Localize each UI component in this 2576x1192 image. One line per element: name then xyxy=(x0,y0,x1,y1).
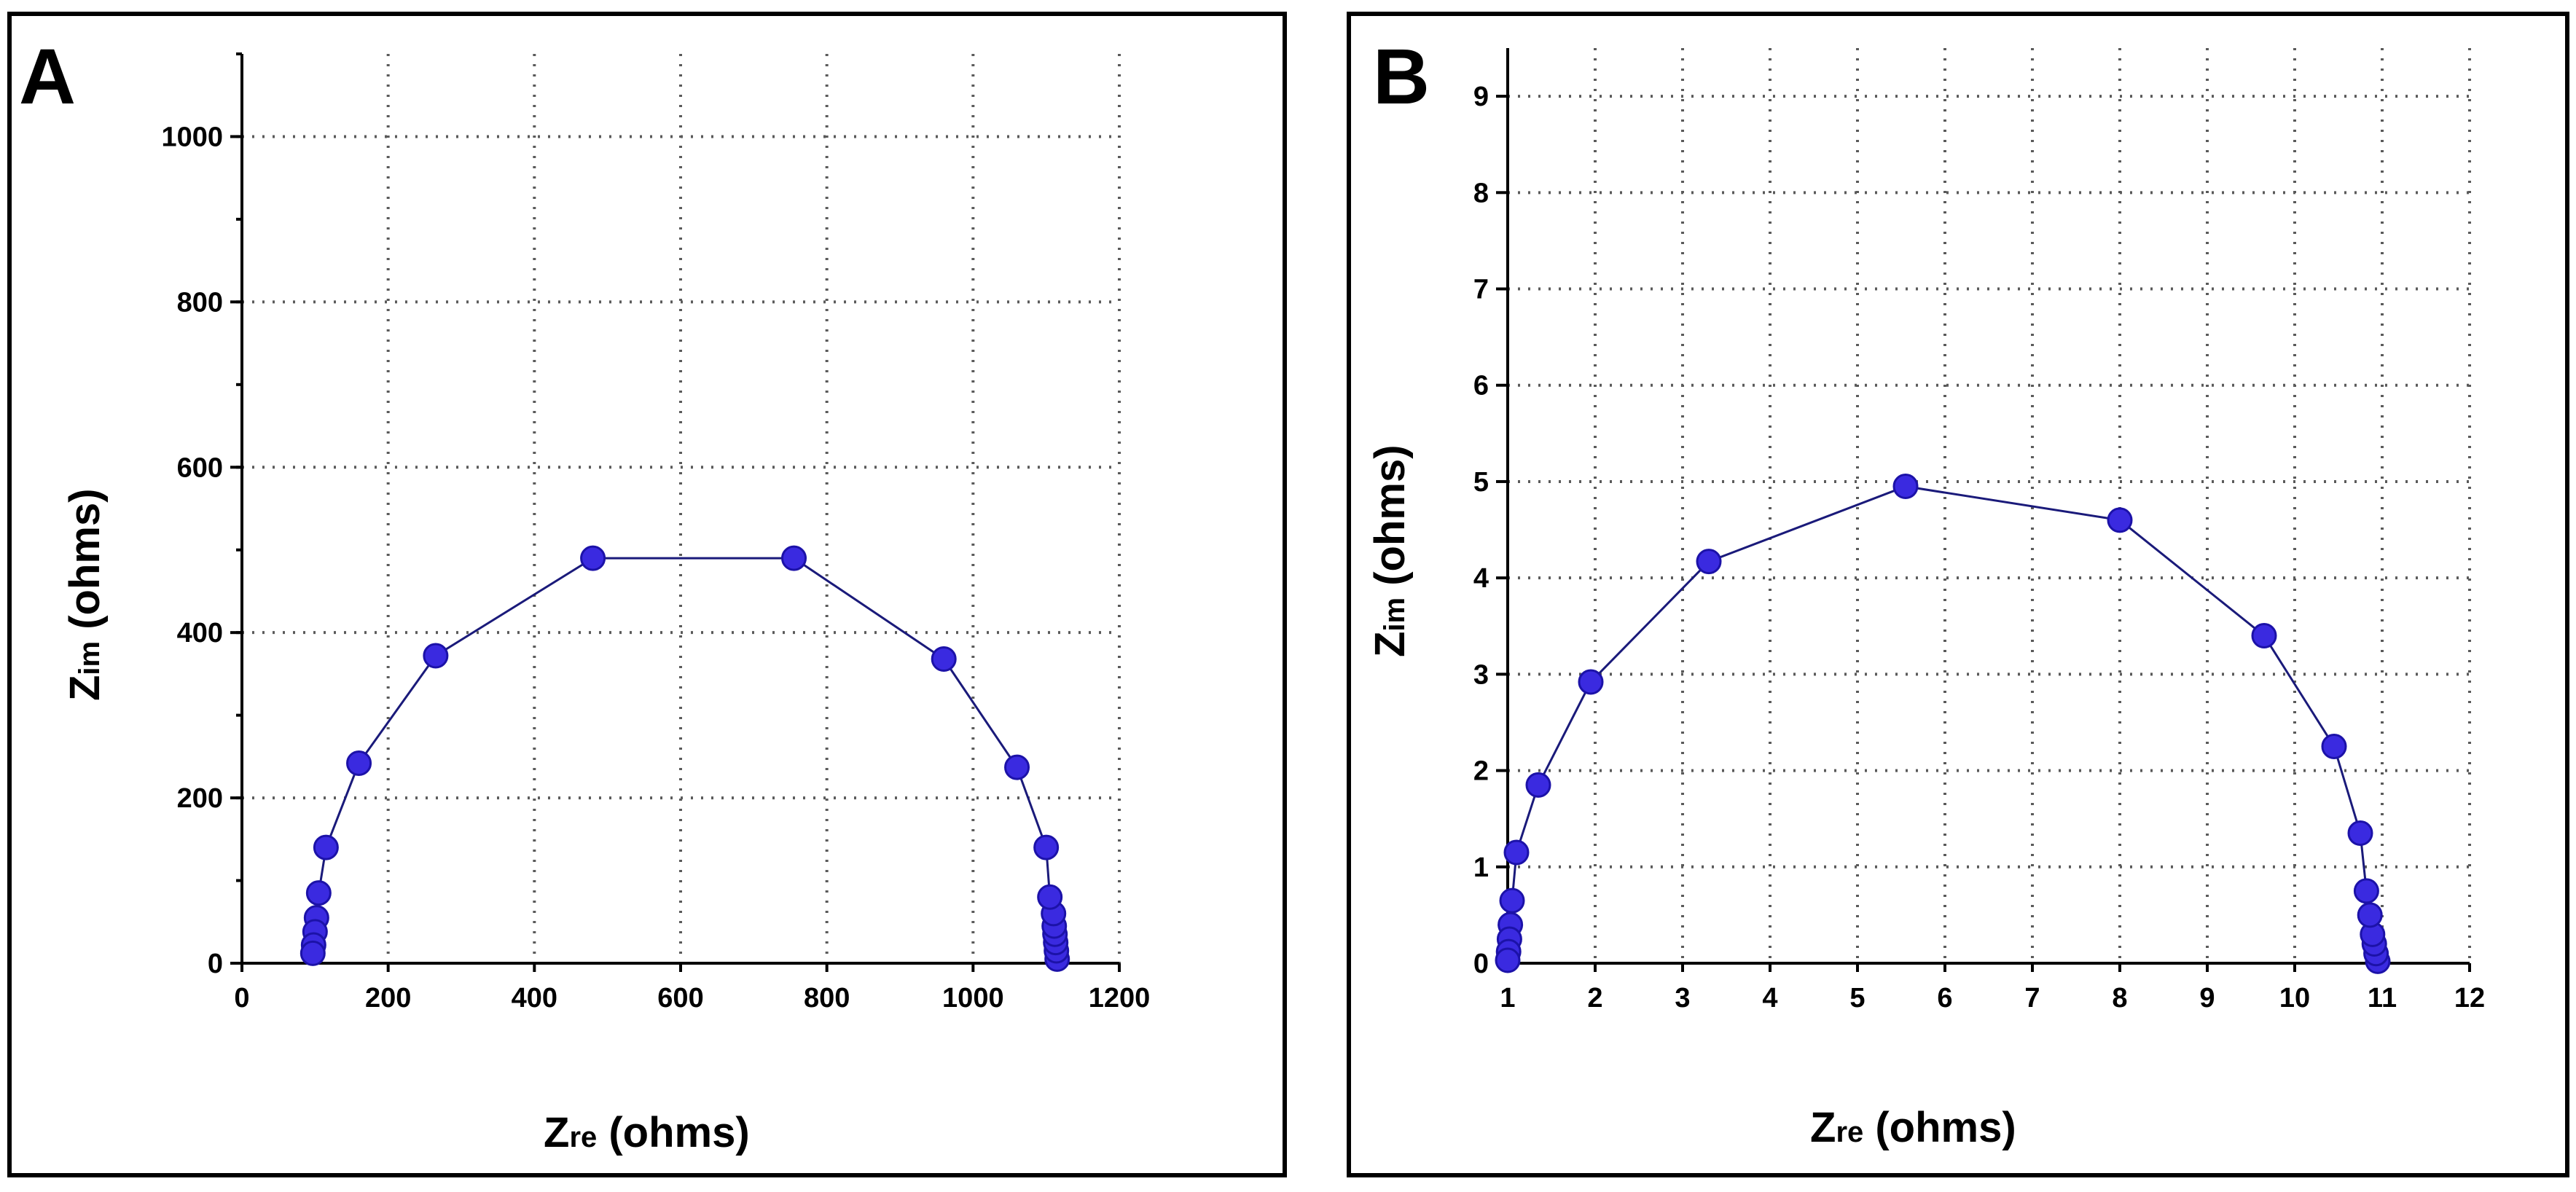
y-tick-label: 9 xyxy=(1473,82,1489,112)
x-tick-label: 1200 xyxy=(1089,983,1151,1013)
x-tick-label: 3 xyxy=(1675,983,1690,1013)
data-point xyxy=(1037,884,1063,910)
y-tick-label: 0 xyxy=(1473,949,1489,979)
data-point xyxy=(305,880,332,906)
y-tick-label: 8 xyxy=(1473,178,1489,208)
data-point xyxy=(1004,754,1030,780)
chart-a-points xyxy=(300,545,1070,972)
x-tick-label: 200 xyxy=(365,983,411,1013)
chart-b-y-axis-title: Zim (ohms) xyxy=(1366,444,1414,657)
x-tick-label: 9 xyxy=(2199,983,2215,1013)
data-point xyxy=(2251,622,2277,648)
data-point xyxy=(1499,887,1525,914)
x-tick-label: 1000 xyxy=(942,983,1004,1013)
data-point xyxy=(2347,820,2373,847)
y-tick-label: 4 xyxy=(1473,563,1489,594)
x-tick-label: 2 xyxy=(1587,983,1602,1013)
y-tick-label: 3 xyxy=(1473,659,1489,690)
data-point xyxy=(1696,549,1722,575)
y-tick-label: 800 xyxy=(177,287,223,318)
chart-a-svg: A 0 200 400 600 800 1000 1200 0 200 400 600 800 1000… xyxy=(19,32,1150,1156)
x-tick-label: 8 xyxy=(2112,983,2127,1013)
chart-a-y-axis-title: Zim (ohms) xyxy=(61,488,109,701)
data-point xyxy=(1503,839,1530,866)
x-tick-label: 1 xyxy=(1500,983,1515,1013)
y-tick-label: 2 xyxy=(1473,756,1489,787)
chart-b-series-line xyxy=(1506,485,2379,962)
chart-panel-a: A 0 200 400 600 800 1000 1200 0 200 400 600 800 1000… xyxy=(7,12,1287,1177)
data-point xyxy=(2357,902,2383,928)
chart-b-axes xyxy=(1496,48,2471,972)
data-point xyxy=(1033,834,1060,860)
y-tick-label: 1 xyxy=(1473,852,1489,883)
x-tick-label: 7 xyxy=(2024,983,2040,1013)
data-point xyxy=(580,545,606,571)
panel-label-a: A xyxy=(19,32,76,120)
chart-a-x-axis-title: Zre (ohms) xyxy=(544,1109,750,1156)
chart-a-series-line xyxy=(311,557,1059,960)
chart-panel-b: B 1 2 3 4 5 6 7 8 9 10 11 12 0 1 2 3 4 5 6 7 8 9 Zre (ohms) Z… xyxy=(1347,12,2569,1177)
data-point xyxy=(1578,669,1604,695)
data-point xyxy=(423,643,449,669)
data-point xyxy=(1495,947,1521,973)
x-tick-label: 10 xyxy=(2279,983,2310,1013)
y-tick-label: 7 xyxy=(1473,275,1489,305)
x-tick-label: 5 xyxy=(1849,983,1865,1013)
y-tick-label: 400 xyxy=(177,618,223,648)
panel-label-b: B xyxy=(1373,32,1430,120)
data-point xyxy=(300,940,326,966)
data-point xyxy=(1525,772,1551,798)
chart-a-axes xyxy=(230,52,1121,972)
x-tick-label: 11 xyxy=(2368,983,2397,1013)
x-tick-label: 12 xyxy=(2454,983,2485,1013)
y-tick-label: 600 xyxy=(177,452,223,483)
x-tick-label: 0 xyxy=(234,983,249,1013)
y-tick-label: 0 xyxy=(208,949,223,979)
chart-b-grid xyxy=(1508,48,2471,963)
chart-b-points xyxy=(1495,474,2391,974)
y-tick-label: 5 xyxy=(1473,467,1489,498)
chart-a-tick-labels: 0 200 400 600 800 1000 1200 0 200 400 600 800 1000 xyxy=(161,122,1150,1013)
x-tick-label: 600 xyxy=(657,983,703,1013)
data-point xyxy=(2321,734,2347,760)
x-tick-label: 800 xyxy=(804,983,850,1013)
y-tick-label: 1000 xyxy=(161,122,223,152)
data-point xyxy=(2353,878,2379,904)
data-point xyxy=(931,646,957,672)
data-point xyxy=(313,834,339,860)
x-tick-label: 4 xyxy=(1762,983,1777,1013)
y-tick-label: 6 xyxy=(1473,371,1489,401)
x-tick-label: 6 xyxy=(1937,983,1952,1013)
chart-a-grid xyxy=(242,54,1121,963)
x-tick-label: 400 xyxy=(512,983,557,1013)
chart-b-x-axis-title: Zre (ohms) xyxy=(1810,1104,2016,1151)
data-point xyxy=(346,750,372,776)
y-tick-label: 200 xyxy=(177,783,223,814)
data-point xyxy=(2107,507,2133,533)
data-point xyxy=(781,545,807,571)
data-point xyxy=(1892,474,1919,500)
